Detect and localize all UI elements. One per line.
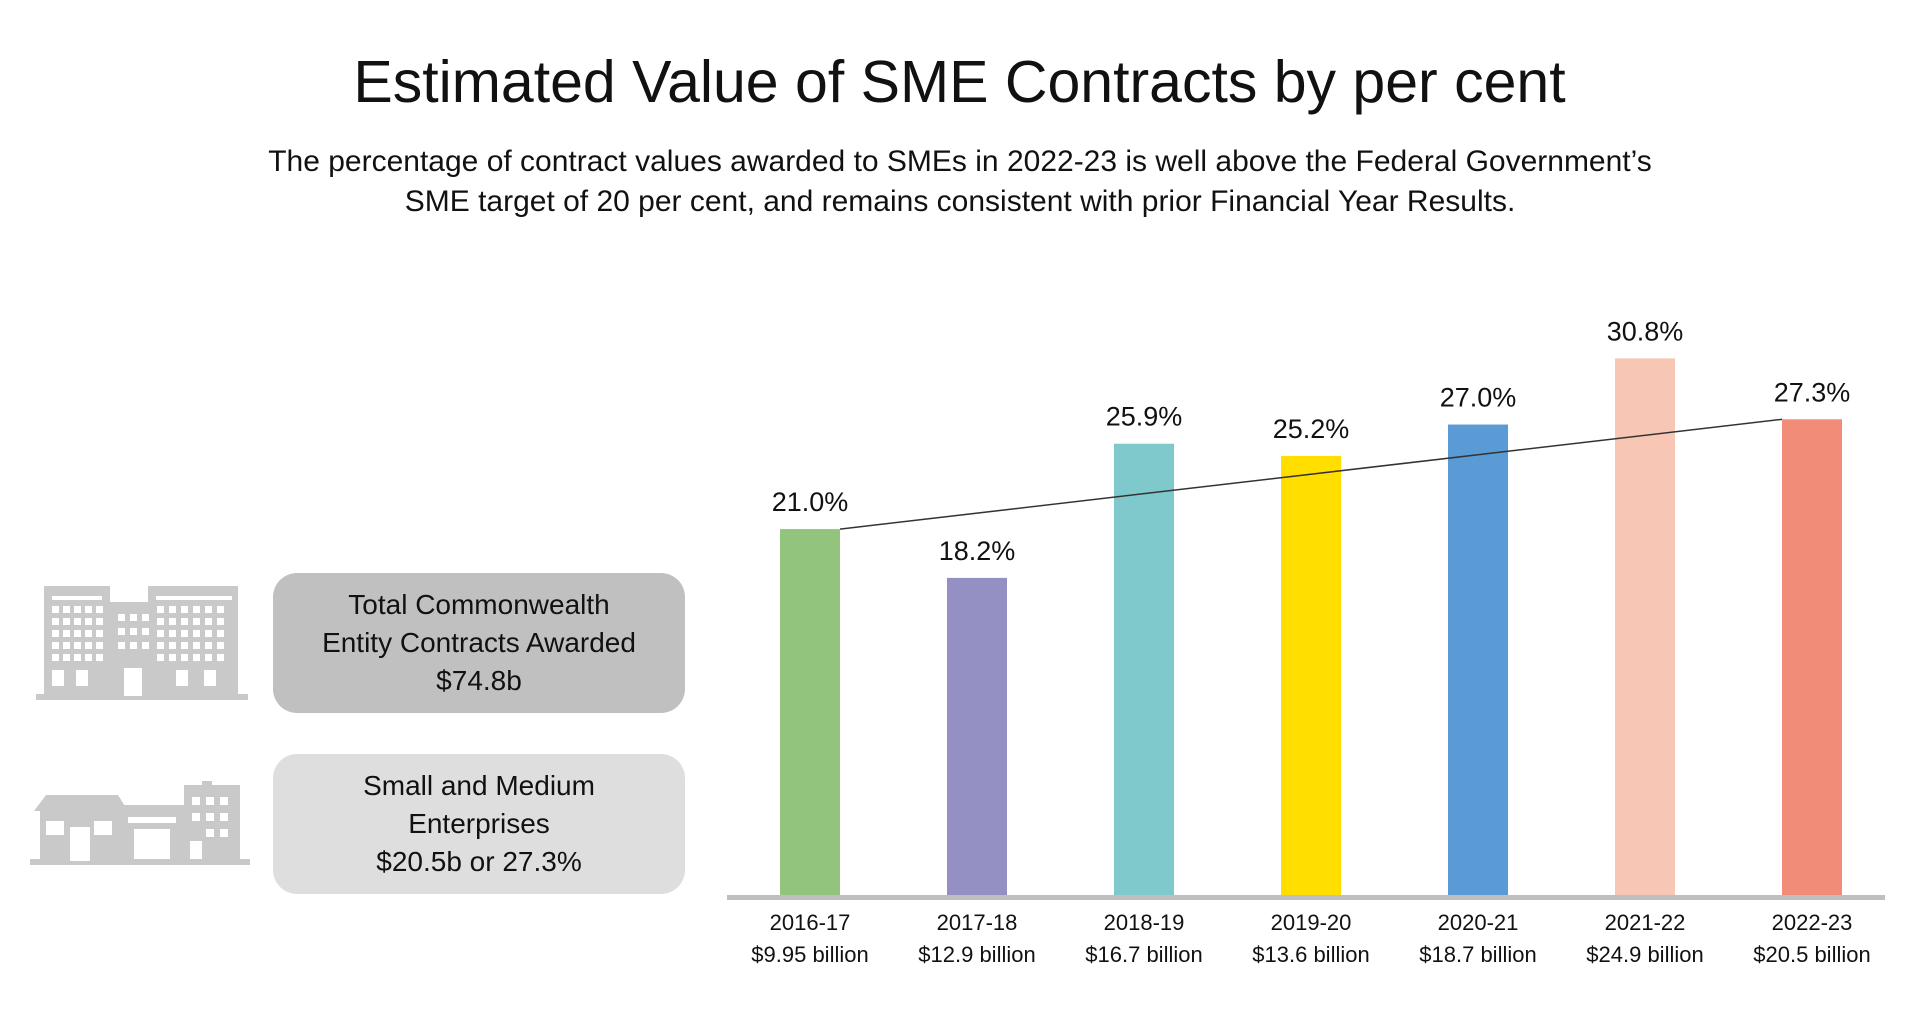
data-label-2019-20: 25.2% <box>1273 414 1350 444</box>
sme-box-value: $20.5b or 27.3% <box>376 846 582 877</box>
x-sublabel-2021-22: $24.9 billion <box>1586 942 1703 967</box>
x-tick-label-2016-17: 2016-17 <box>770 910 851 935</box>
sme-box-line-1: Small and Medium <box>363 770 595 801</box>
data-label-2017-18: 18.2% <box>939 536 1016 566</box>
bar-2018-19 <box>1114 443 1174 895</box>
data-label-2016-17: 21.0% <box>772 487 849 517</box>
total-box-line-2: Entity Contracts Awarded <box>322 627 636 658</box>
x-tick-label-2021-22: 2021-22 <box>1605 910 1686 935</box>
office-buildings-icon <box>36 586 248 700</box>
chart-title: Estimated Value of SME Contracts by per … <box>353 49 1566 115</box>
data-label-2020-21: 27.0% <box>1440 383 1517 413</box>
subtitle-line-1: The percentage of contract values awarde… <box>268 145 1652 178</box>
x-tick-label-2018-19: 2018-19 <box>1104 910 1185 935</box>
x-sublabel-2022-23: $20.5 billion <box>1753 942 1870 967</box>
total-contracts-box: Total Commonwealth Entity Contracts Awar… <box>273 573 685 713</box>
subtitle-line-2: SME target of 20 per cent, and remains c… <box>404 185 1516 218</box>
chart-subtitle: The percentage of contract values awarde… <box>180 142 1740 222</box>
x-tick-label-2022-23: 2022-23 <box>1772 910 1853 935</box>
data-label-2018-19: 25.9% <box>1106 402 1183 432</box>
x-tick-label-2017-18: 2017-18 <box>937 910 1018 935</box>
trend-line <box>839 418 1783 530</box>
data-label-2021-22: 30.8% <box>1607 316 1684 346</box>
x-sublabel-2016-17: $9.95 billion <box>751 942 868 967</box>
x-axis <box>727 895 1885 900</box>
bar-2022-23 <box>1782 419 1842 895</box>
x-sublabel-2017-18: $12.9 billion <box>918 942 1035 967</box>
sme-box-line-2: Enterprises <box>408 808 550 839</box>
total-box-line-1: Total Commonwealth <box>348 589 610 620</box>
x-sublabel-2018-19: $16.7 billion <box>1085 942 1202 967</box>
data-label-2022-23: 27.3% <box>1774 377 1851 407</box>
bar-2016-17 <box>780 529 840 895</box>
bar-2020-21 <box>1448 424 1508 895</box>
x-sublabel-2020-21: $18.7 billion <box>1419 942 1536 967</box>
total-box-value: $74.8b <box>436 665 522 696</box>
bar-2021-22 <box>1615 358 1675 895</box>
bar-2019-20 <box>1281 455 1341 895</box>
x-tick-label-2019-20: 2019-20 <box>1271 910 1352 935</box>
bar-2017-18 <box>947 577 1007 895</box>
small-shops-icon <box>30 781 250 865</box>
x-tick-label-2020-21: 2020-21 <box>1438 910 1519 935</box>
x-sublabel-2019-20: $13.6 billion <box>1252 942 1369 967</box>
sme-contracts-box: Small and Medium Enterprises $20.5b or 2… <box>273 754 685 894</box>
